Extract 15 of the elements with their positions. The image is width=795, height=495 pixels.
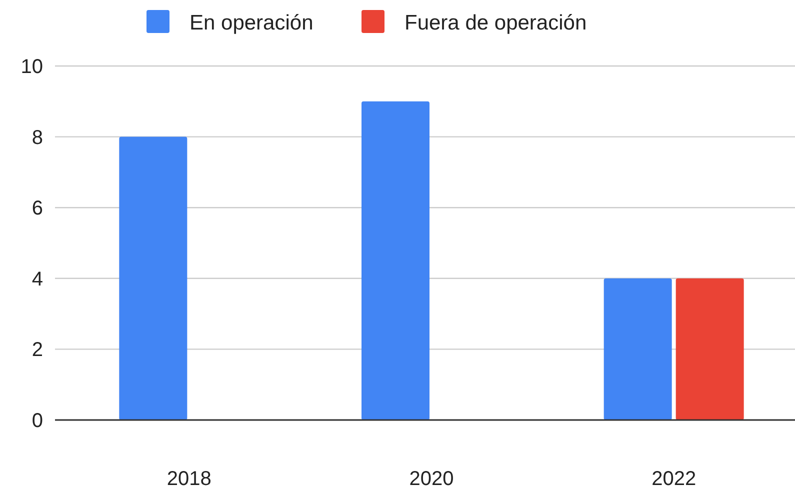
x-tick-label: 2020 <box>409 468 454 490</box>
x-tick-label: 2022 <box>652 468 696 490</box>
y-tick-label: 4 <box>32 268 43 290</box>
y-tick-label: 2 <box>32 339 43 362</box>
legend-label: Fuera de operación <box>404 11 587 34</box>
y-tick-label: 6 <box>32 198 43 220</box>
bar <box>604 278 672 420</box>
y-tick-label: 10 <box>20 56 43 78</box>
legend-label: En operación <box>190 11 314 34</box>
bar <box>676 278 744 420</box>
bar <box>362 101 430 420</box>
x-tick-label: 2018 <box>166 468 212 490</box>
y-tick-label: 0 <box>32 410 43 432</box>
y-tick-label: 8 <box>32 126 43 149</box>
bar <box>119 136 188 420</box>
